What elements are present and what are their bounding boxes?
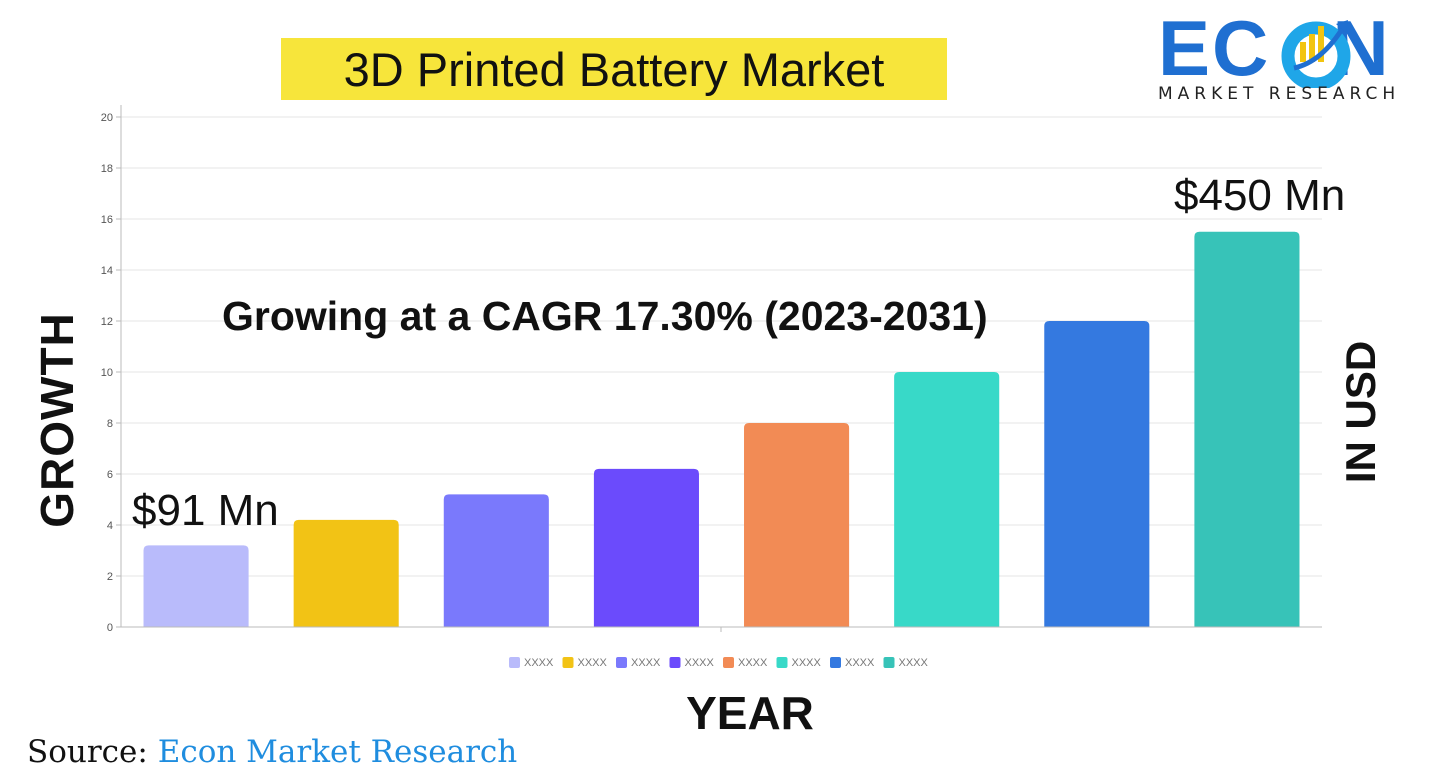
- y-tick-label: 10: [101, 367, 113, 379]
- legend-label: XXXX: [631, 657, 661, 669]
- bar-6: [894, 372, 1000, 627]
- y-tick-labels: 0 2 4 6 8 10 12 14 16 18 20: [101, 112, 121, 634]
- y-tick-label: 20: [101, 112, 113, 124]
- legend-label: XXXX: [792, 657, 822, 669]
- legend-label: XXXX: [899, 657, 929, 669]
- y-tick-label: 14: [101, 265, 113, 277]
- legend-swatch: [776, 657, 788, 668]
- bar-3: [443, 494, 549, 627]
- legend-swatch: [723, 657, 734, 668]
- legend-label: XXXX: [524, 657, 554, 669]
- end-value-label: $450 Mn: [1174, 171, 1345, 220]
- source-prefix: Source:: [27, 734, 148, 770]
- y-tick-label: 4: [107, 520, 113, 532]
- econ-logo: EC N MARKET RESEARCH: [1158, 8, 1420, 108]
- title-highlight: [281, 38, 947, 100]
- legend: XXXX XXXX XXXX XXXX XXXX XXXX XXXX XXXX: [509, 657, 929, 669]
- bar-2: [293, 519, 399, 627]
- logo-letters-ec: EC: [1158, 4, 1271, 92]
- legend-label: XXXX: [845, 657, 875, 669]
- y-tick-label: 6: [107, 469, 113, 481]
- start-value-label: $91 Mn: [132, 486, 279, 535]
- legend-swatch: [616, 657, 627, 668]
- legend-label: XXXX: [738, 657, 768, 669]
- bar-7: [1044, 321, 1150, 627]
- chart-title: 3D Printed Battery Market: [343, 42, 885, 96]
- bar-4: [593, 468, 699, 627]
- legend-label: XXXX: [578, 657, 608, 669]
- y-tick-label: 18: [101, 163, 113, 175]
- y-tick-label: 16: [101, 214, 113, 226]
- legend-label: XXXX: [685, 657, 715, 669]
- bar-1: [143, 545, 249, 627]
- x-axis-title: YEAR: [686, 687, 814, 739]
- bars: [143, 231, 1300, 627]
- legend-swatch: [562, 657, 574, 668]
- legend-swatch: [883, 657, 895, 668]
- logo-tagline: MARKET RESEARCH: [1158, 84, 1401, 104]
- legend-swatch: [830, 657, 841, 668]
- legend-swatch: [509, 657, 520, 668]
- y-tick-label: 0: [107, 622, 113, 634]
- bar-8: [1194, 231, 1300, 627]
- y-tick-label: 12: [101, 316, 113, 328]
- source-line: Source: Econ Market Research: [27, 734, 517, 770]
- legend-swatch: [669, 657, 681, 668]
- logo-globe-icon: [1281, 20, 1351, 88]
- bar-5: [744, 423, 850, 627]
- cagr-annotation: Growing at a CAGR 17.30% (2023-2031): [222, 293, 988, 339]
- y-tick-label: 2: [107, 571, 113, 583]
- y-tick-label: 8: [107, 418, 113, 430]
- source-name: Econ Market Research: [157, 734, 518, 770]
